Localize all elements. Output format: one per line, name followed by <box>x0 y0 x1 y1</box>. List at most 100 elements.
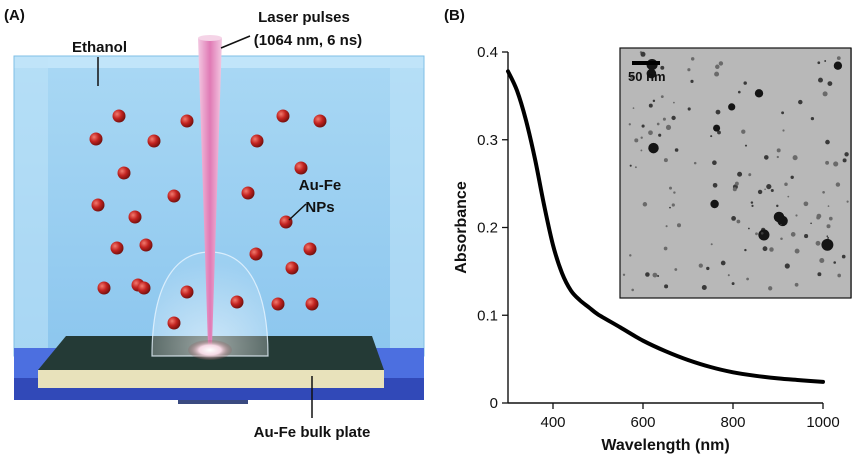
tem-particle <box>652 272 658 278</box>
nanoparticle <box>249 247 263 261</box>
tem-particle <box>640 149 643 152</box>
x-axis-label: Wavelength (nm) <box>601 437 729 454</box>
tem-particle <box>710 135 713 138</box>
tem-particle <box>717 130 721 135</box>
tem-particle <box>824 60 827 62</box>
tem-particle <box>732 187 737 192</box>
nanoparticle <box>97 281 111 295</box>
tem-particle <box>734 181 739 186</box>
tem-particle <box>743 81 747 85</box>
tem-particle <box>629 254 632 257</box>
tem-particle <box>629 164 632 167</box>
tem-particle <box>731 216 736 221</box>
nanoparticle <box>91 198 105 212</box>
tem-particle <box>833 161 839 167</box>
y-tick-label: 0.2 <box>477 220 498 237</box>
tem-particle <box>648 103 653 108</box>
tem-particle <box>693 161 697 165</box>
panel-b: (B) 400 600 800 1000 0 0.1 0.2 0.3 0.4 Wavelengt… <box>444 7 852 454</box>
tem-particle <box>819 257 825 264</box>
nps-label-line2: NPs <box>305 199 334 216</box>
tem-particle <box>825 139 830 145</box>
base-foot <box>178 400 248 404</box>
series-line <box>506 69 825 384</box>
chart-axes: 400 600 800 1000 0 0.1 0.2 0.3 0.4 <box>477 44 840 431</box>
tem-particle <box>744 144 748 147</box>
nanoparticle <box>250 134 264 148</box>
tem-particle <box>792 155 798 161</box>
target-label: Au-Fe bulk plate <box>254 424 371 441</box>
nanoparticle <box>180 285 194 299</box>
tem-particle <box>784 182 788 187</box>
tem-particle <box>817 61 821 65</box>
bulk-plate-side <box>38 370 384 388</box>
tem-particle <box>664 284 669 289</box>
tem-particle <box>658 133 662 137</box>
tem-particle <box>662 117 666 121</box>
tem-particle <box>698 263 703 268</box>
tem-particle <box>790 232 796 237</box>
tem-particle <box>648 130 653 136</box>
tem-particle <box>727 274 730 277</box>
tem-particle <box>833 61 843 70</box>
tem-particle <box>690 57 695 61</box>
laser-beam <box>198 38 222 346</box>
tem-particle <box>748 173 752 177</box>
tem-particle <box>787 195 790 198</box>
tem-particle <box>634 138 639 143</box>
tem-particle <box>701 285 707 290</box>
tem-particle <box>841 254 846 259</box>
tem-particle <box>660 95 664 99</box>
tem-particle <box>665 124 672 130</box>
nanoparticle <box>139 238 153 252</box>
tem-particle <box>784 263 790 269</box>
nanoparticle <box>313 114 327 128</box>
tem-particle <box>764 188 766 191</box>
tem-particle <box>755 232 758 236</box>
y-tick-label: 0.1 <box>477 307 498 324</box>
tem-particle <box>622 273 626 276</box>
tem-particle <box>846 200 849 203</box>
tem-particle <box>822 190 825 194</box>
tem-particle <box>712 182 718 188</box>
tem-particle <box>827 81 833 87</box>
tem-particle <box>728 103 736 111</box>
tem-particle <box>731 282 735 286</box>
tem-particle <box>712 160 717 166</box>
panel-a: (A) Laser pulses (1064 nm, 6 ns) Ethanol… <box>4 7 425 441</box>
nanoparticle <box>137 281 151 295</box>
tem-particle <box>803 201 809 207</box>
tem-particle <box>676 223 682 228</box>
panel-b-label: (B) <box>444 7 465 24</box>
tem-particle <box>826 235 829 238</box>
tem-particle <box>768 286 773 291</box>
tem-particle <box>781 111 785 115</box>
tem-particle <box>770 188 774 193</box>
tem-particle <box>794 248 800 254</box>
tem-particle <box>673 101 675 104</box>
nanoparticle <box>241 186 255 200</box>
y-tick-label: 0.4 <box>477 44 498 61</box>
tem-particle <box>648 142 659 154</box>
tem-particle <box>744 248 747 252</box>
tem-particle <box>757 189 763 195</box>
tem-particle <box>640 51 646 57</box>
tem-particle <box>825 160 830 165</box>
tem-particle <box>747 227 750 230</box>
x-tick-label: 800 <box>720 414 745 431</box>
tem-particle <box>715 109 721 115</box>
tem-particle <box>674 268 678 271</box>
nanoparticle <box>230 295 244 309</box>
tem-particle <box>706 266 710 271</box>
tem-particle <box>815 240 821 246</box>
tem-particle <box>641 124 645 128</box>
x-tick-label: 600 <box>630 414 655 431</box>
tem-particle <box>766 184 772 190</box>
nanoparticle <box>285 261 299 275</box>
nanoparticle <box>110 241 124 255</box>
tem-particle <box>642 202 648 207</box>
tem-particle <box>710 243 713 246</box>
tem-particle <box>669 206 671 209</box>
tem-particle <box>671 115 676 121</box>
laser-beam-top <box>198 35 222 41</box>
